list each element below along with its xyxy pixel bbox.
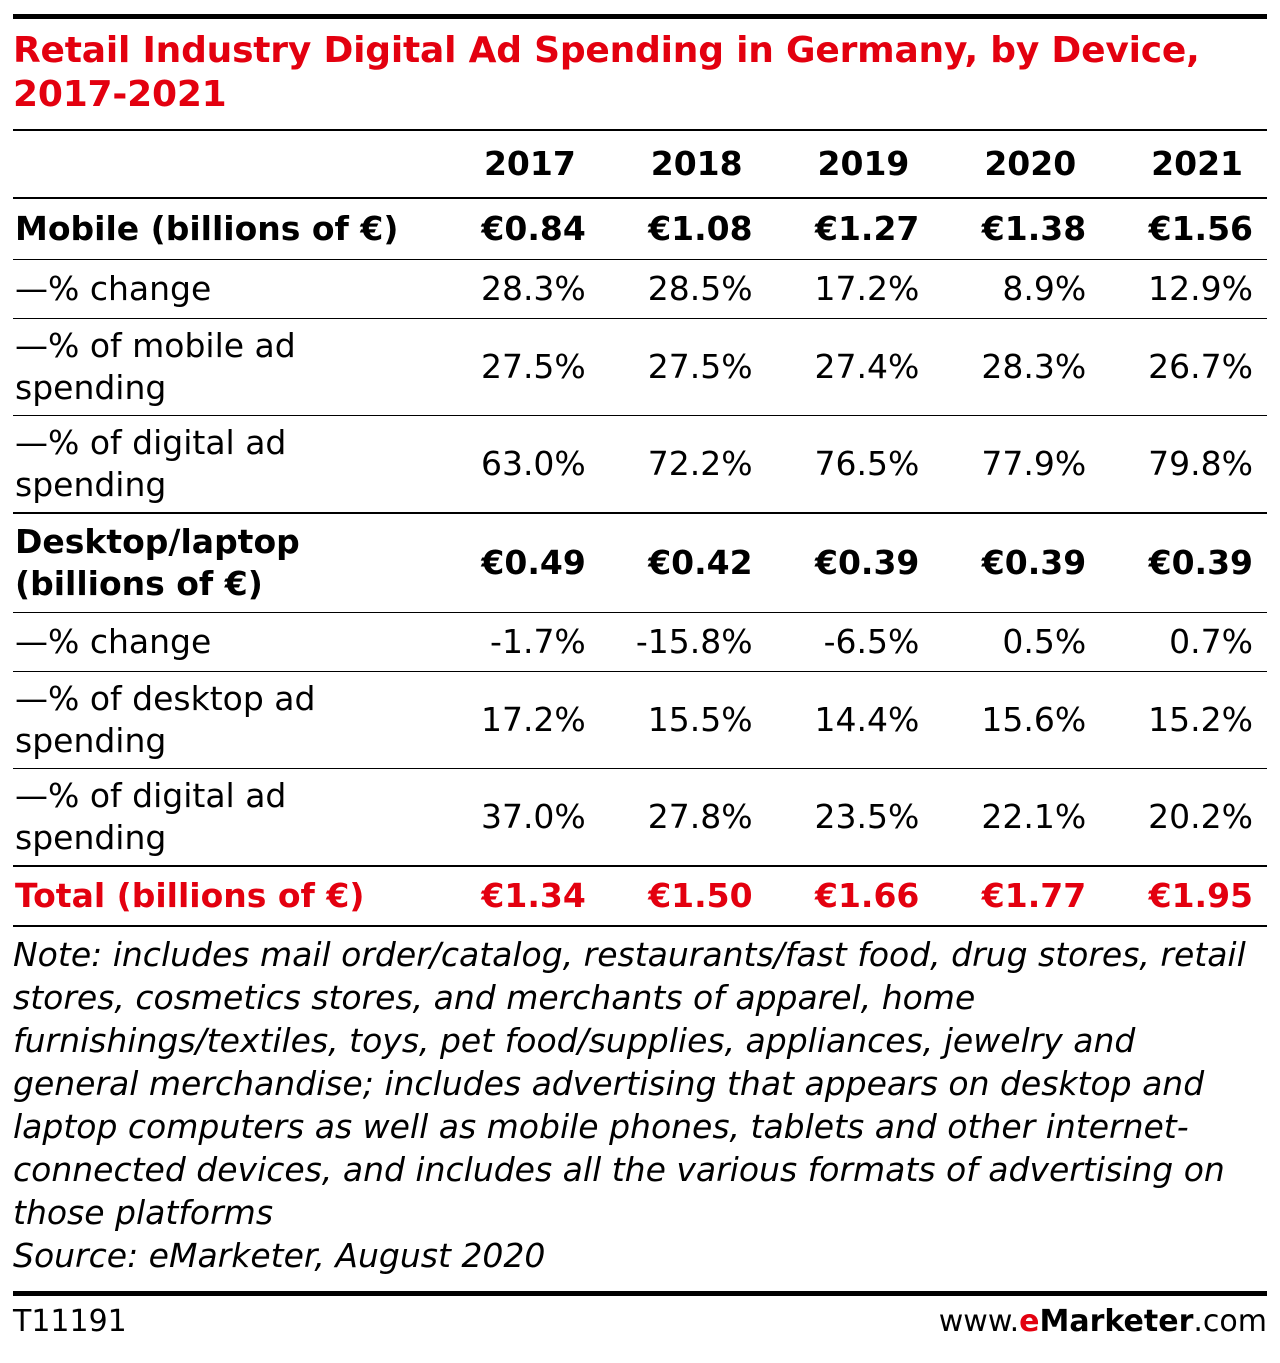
table-cell: 8.9% (1002, 269, 1087, 308)
table-cell: €0.84 (481, 209, 586, 248)
row-label: Total (billions of €) (15, 876, 365, 915)
row-label: —% change (15, 269, 212, 308)
table-cell: 27.8% (647, 797, 753, 836)
table-cell: 27.5% (647, 347, 753, 386)
column-header: 2020 (984, 144, 1077, 183)
brand-prefix: www. (938, 1304, 1020, 1339)
column-header: 2019 (817, 144, 910, 183)
total-row: Total (billions of €) €1.34 €1.50 €1.66 … (13, 866, 1267, 926)
chart-container: Retail Industry Digital Ad Spending in G… (13, 14, 1267, 1346)
table-cell: 27.5% (480, 347, 586, 386)
table-cell: 17.2% (480, 700, 586, 739)
brand-suffix: .com (1193, 1304, 1267, 1339)
table-row: —% of digital ad spending 63.0% 72.2% 76… (13, 415, 1267, 514)
data-table: 2017 2018 2019 2020 2021 Mobile (billion… (13, 131, 1267, 927)
table-cell: 17.2% (814, 269, 920, 308)
table-cell: €1.56 (1148, 209, 1253, 248)
table-cell: €1.08 (648, 209, 753, 248)
brand-name: Marketer (1039, 1304, 1194, 1339)
table-cell: €1.34 (481, 876, 586, 915)
table-row: —% of mobile ad spending 27.5% 27.5% 27.… (13, 318, 1267, 416)
table-row: Desktop/laptop (billions of €) €0.49 €0.… (13, 513, 1267, 613)
table-cell: €0.39 (981, 543, 1087, 582)
table-cell: 28.3% (480, 269, 586, 308)
top-rule (13, 14, 1267, 19)
table-cell: 28.5% (647, 269, 753, 308)
table-cell: 15.2% (1148, 700, 1253, 739)
column-header: 2018 (650, 144, 743, 183)
table-cell: 37.0% (480, 797, 586, 836)
title-rule (13, 129, 1267, 131)
table-cell: 63.0% (480, 444, 586, 483)
column-header: 2021 (1151, 144, 1243, 183)
table-cell: €1.50 (648, 876, 753, 915)
table-cell: €0.49 (481, 543, 586, 582)
table-cell: 0.5% (1002, 622, 1087, 661)
row-label: —% change (15, 622, 212, 661)
table-cell: 26.7% (1148, 347, 1253, 386)
table-cell: 22.1% (981, 797, 1087, 836)
table-row: —% change 28.3% 28.5% 17.2% 8.9% 12.9% (13, 259, 1267, 319)
table-cell: 12.9% (1148, 269, 1253, 308)
table-cell: €0.39 (815, 543, 920, 582)
table-row: —% of desktop ad spending 17.2% 15.5% 14… (13, 671, 1267, 769)
table-cell: 28.3% (981, 347, 1087, 386)
table-row: —% change -1.7% -15.8% -6.5% 0.5% 0.7% (13, 612, 1267, 672)
table-cell: 20.2% (1148, 797, 1253, 836)
emarketer-logo[interactable]: www.eMarketer.com (939, 1304, 1267, 1339)
row-label: Desktop/laptop (billions of €) (15, 522, 300, 603)
table-cell: €1.77 (981, 876, 1087, 915)
table-cell: €1.38 (981, 209, 1087, 248)
chart-title: Retail Industry Digital Ad Spending in G… (13, 30, 1200, 115)
table-cell: 72.2% (647, 444, 753, 483)
table-cell: 79.8% (1148, 444, 1253, 483)
table-row: Mobile (billions of €) €0.84 €1.08 €1.27… (13, 198, 1267, 260)
row-label: Mobile (billions of €) (15, 209, 399, 248)
corner-cell (13, 131, 433, 198)
table-cell: €1.95 (1148, 876, 1253, 915)
row-label: —% of digital ad spending (15, 776, 287, 857)
table-cell: 76.5% (814, 444, 920, 483)
table-row: —% of digital ad spending 37.0% 27.8% 23… (13, 768, 1267, 867)
table-cell: €1.66 (815, 876, 920, 915)
table-cell: 77.9% (981, 444, 1087, 483)
table-cell: 23.5% (814, 797, 920, 836)
table-cell: 0.7% (1169, 622, 1253, 661)
table-cell: 14.4% (814, 700, 920, 739)
row-label: —% of mobile ad spending (15, 326, 296, 407)
table-cell: €0.39 (1148, 543, 1253, 582)
column-header: 2017 (483, 144, 576, 183)
footer: T11191 www.eMarketer.com (13, 1296, 1267, 1346)
table-cell: -6.5% (823, 622, 920, 661)
row-label: —% of desktop ad spending (15, 679, 316, 760)
table-cell: €1.27 (815, 209, 920, 248)
bottom-rule (13, 1291, 1267, 1296)
header-row: 2017 2018 2019 2020 2021 (13, 131, 1267, 198)
chart-note: Note: includes mail order/catalog, resta… (13, 935, 1246, 1232)
table-cell: 15.5% (647, 700, 753, 739)
brand-e: e (1019, 1304, 1040, 1339)
table-id: T11191 (13, 1304, 127, 1339)
chart-source: Source: eMarketer, August 2020 (13, 1236, 546, 1275)
table-cell: 27.4% (814, 347, 920, 386)
table-cell: -15.8% (635, 622, 753, 661)
table-cell: €0.42 (648, 543, 753, 582)
table-cell: -1.7% (490, 622, 586, 661)
row-label: —% of digital ad spending (15, 423, 287, 504)
table-cell: 15.6% (981, 700, 1087, 739)
